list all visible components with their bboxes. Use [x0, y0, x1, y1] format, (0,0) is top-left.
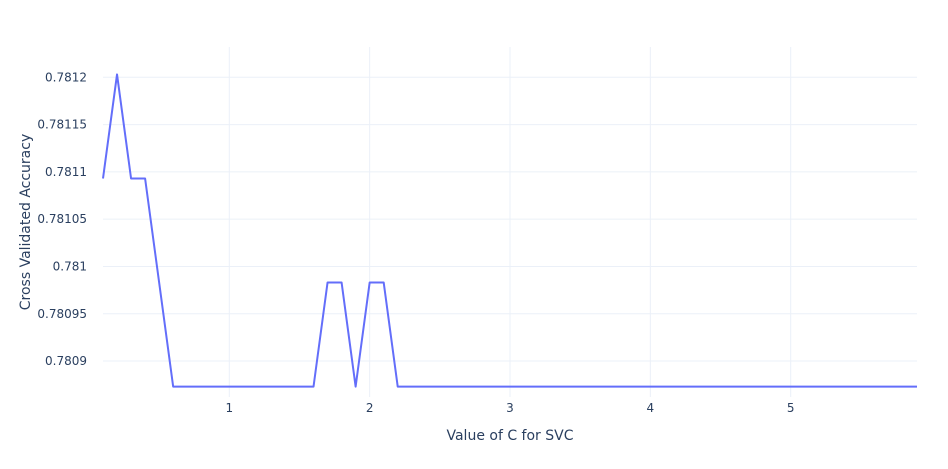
x-tick-label: 5	[787, 401, 795, 415]
y-tick-label: 0.7809	[45, 354, 87, 368]
y-axis-ticks: 0.7809 0.78095 0.781 0.78105 0.7811 0.78115 0.…	[37, 70, 87, 368]
x-axis-title: Value of C for SVC	[446, 428, 573, 444]
y-tick-label: 0.78095	[37, 307, 87, 321]
x-axis-ticks: 1 2 3 4 5	[225, 401, 794, 415]
x-tick-label: 2	[366, 401, 374, 415]
grid-layer	[103, 47, 917, 397]
y-tick-label: 0.781	[53, 259, 87, 273]
x-tick-label: 3	[506, 401, 514, 415]
y-axis-title: Cross Validated Accuracy	[18, 134, 34, 311]
y-tick-label: 0.7812	[45, 70, 87, 84]
x-tick-label: 1	[225, 401, 233, 415]
y-tick-label: 0.78115	[37, 118, 87, 132]
y-tick-label: 0.78105	[37, 212, 87, 226]
x-tick-label: 4	[647, 401, 655, 415]
series-layer	[102, 73, 917, 388]
y-tick-label: 0.7811	[45, 165, 87, 179]
series-line	[102, 73, 917, 388]
